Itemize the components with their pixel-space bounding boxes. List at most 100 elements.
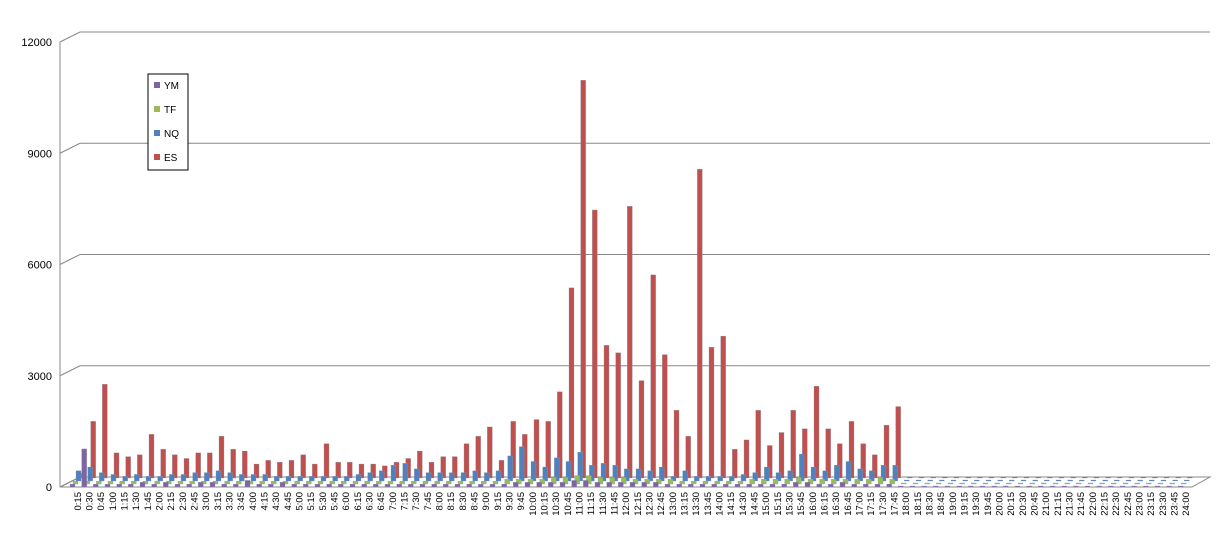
bar xyxy=(1067,479,1073,482)
bar xyxy=(498,460,505,479)
bar xyxy=(644,479,650,485)
bar xyxy=(472,470,478,482)
bar xyxy=(877,477,884,485)
bar xyxy=(586,475,592,485)
bar xyxy=(691,480,697,485)
bar xyxy=(927,479,933,482)
grid xyxy=(59,31,1212,488)
bar xyxy=(452,456,458,479)
bar xyxy=(612,465,618,482)
bar xyxy=(1052,482,1059,485)
bar xyxy=(209,482,216,488)
bar xyxy=(842,479,849,485)
bar xyxy=(650,274,656,479)
bar xyxy=(396,483,402,488)
bar xyxy=(230,449,236,479)
x-tick-label: 12:45 xyxy=(656,492,667,516)
x-tick-label: 8:45 xyxy=(470,492,481,511)
x-tick-label: 18:00 xyxy=(901,492,912,516)
bar xyxy=(953,476,960,479)
bar xyxy=(883,424,890,479)
x-tick-label: 18:15 xyxy=(913,492,924,516)
bar xyxy=(291,483,297,488)
bar xyxy=(303,483,309,488)
bar xyxy=(501,483,507,488)
x-tick-label: 9:00 xyxy=(481,492,492,511)
bar xyxy=(1184,479,1190,482)
bar xyxy=(1119,485,1126,488)
bar xyxy=(116,483,122,488)
bar xyxy=(1093,476,1100,479)
bar xyxy=(1149,479,1155,482)
bar xyxy=(711,483,717,488)
bar xyxy=(930,476,936,479)
bar xyxy=(772,479,779,485)
bar xyxy=(417,450,423,479)
bar xyxy=(764,466,770,482)
bar xyxy=(618,482,624,488)
bar xyxy=(624,468,630,482)
x-tick-label: 15:00 xyxy=(761,492,772,516)
bar xyxy=(874,483,881,488)
x-tick-label: 22:00 xyxy=(1088,492,1099,516)
bar xyxy=(1114,479,1120,482)
bar xyxy=(1087,482,1094,485)
x-tick-label: 8:15 xyxy=(446,492,457,511)
bar xyxy=(1003,485,1009,488)
bar xyxy=(1009,479,1015,482)
x-tick-label: 16:00 xyxy=(808,492,819,516)
bar xyxy=(723,483,729,488)
bar xyxy=(332,476,338,482)
bar xyxy=(781,483,787,488)
x-tick-label: 3:30 xyxy=(225,492,236,511)
bar xyxy=(682,470,688,482)
x-tick-label: 14:30 xyxy=(738,492,749,516)
bar xyxy=(667,479,674,485)
x-tick-label: 17:45 xyxy=(890,492,901,516)
bar xyxy=(1073,485,1079,488)
bar xyxy=(326,483,332,488)
bar xyxy=(749,479,755,485)
y-tick-label: 6000 xyxy=(28,260,52,272)
bar xyxy=(1105,476,1111,479)
bar xyxy=(1029,482,1035,485)
x-tick-label: 13:15 xyxy=(680,492,691,516)
bar xyxy=(1012,476,1018,479)
bar xyxy=(848,421,855,479)
bar xyxy=(574,475,580,485)
bar xyxy=(183,458,190,479)
x-tick-label: 20:30 xyxy=(1018,492,1029,516)
legend-swatch xyxy=(154,154,160,160)
bar xyxy=(504,479,510,485)
bar xyxy=(446,480,452,485)
bar xyxy=(1055,479,1062,482)
bars xyxy=(69,80,1193,488)
x-tick-label: 14:15 xyxy=(726,492,737,516)
x-tick-label: 2:45 xyxy=(190,492,201,511)
bar xyxy=(1111,482,1117,485)
legend-label: YM xyxy=(164,81,179,92)
bar xyxy=(845,461,852,482)
x-tick-label: 23:45 xyxy=(1170,492,1181,516)
bar xyxy=(93,483,99,488)
x-tick-label: 14:00 xyxy=(715,492,726,516)
bar xyxy=(679,480,685,485)
bar xyxy=(863,483,869,488)
x-tick-label: 15:45 xyxy=(796,492,807,516)
x-tick-label: 22:30 xyxy=(1111,492,1122,516)
bar xyxy=(163,482,169,488)
bar xyxy=(75,470,82,482)
bar xyxy=(489,483,496,488)
bar xyxy=(551,477,557,485)
bar xyxy=(1131,485,1137,488)
bar xyxy=(160,449,166,479)
x-tick-label: 19:00 xyxy=(948,492,959,516)
legend-swatch xyxy=(154,106,160,112)
bar xyxy=(907,476,913,479)
bar xyxy=(154,480,160,485)
bar xyxy=(702,480,709,485)
bar xyxy=(358,463,365,479)
bar xyxy=(1134,482,1140,485)
bar xyxy=(1020,479,1027,482)
x-tick-label: 18:30 xyxy=(925,492,936,516)
